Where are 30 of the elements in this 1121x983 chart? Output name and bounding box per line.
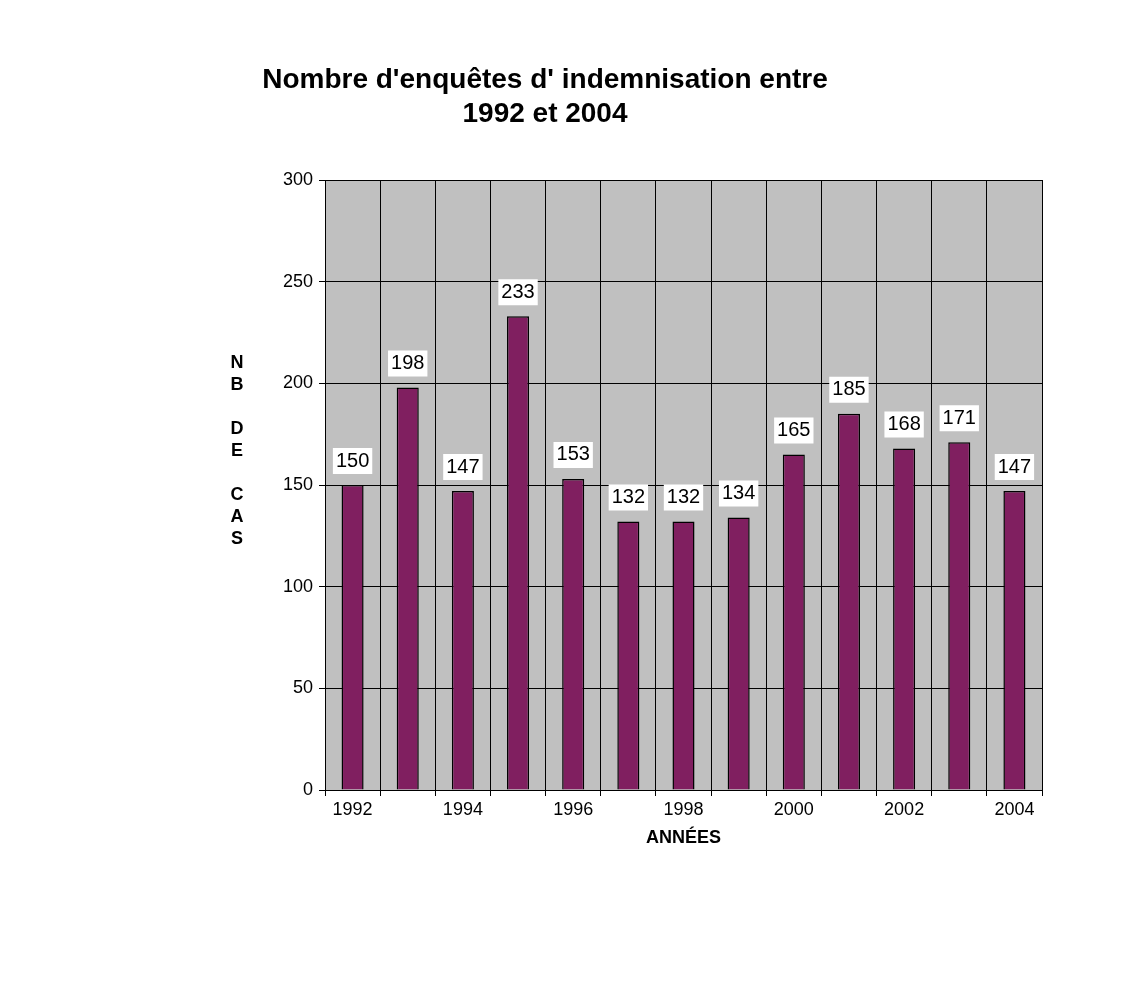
x-tick-label: 2004 [994,798,1035,819]
y-tick-label: 50 [292,677,313,698]
y-tick-label: 0 [302,778,313,799]
y-tick-label: 250 [282,270,313,291]
data-label: 134 [721,481,756,504]
x-tick-label: 1994 [442,798,483,819]
data-label: 153 [556,442,590,465]
x-tick-label: 2002 [884,798,925,819]
data-label: 147 [997,454,1032,477]
data-label: 150 [335,448,370,471]
data-label: 185 [832,377,866,400]
data-label: 233 [501,279,535,302]
y-tick-label: 200 [282,372,313,393]
data-label: 132 [611,485,646,508]
y-tick-label: 300 [282,168,313,189]
x-tick-label: 1996 [553,798,594,819]
x-tick-label: 1998 [663,798,704,819]
x-tick-label: 2000 [773,798,814,819]
text: NB DE CAS [230,351,244,548]
data-label: 132 [666,485,701,508]
data-label: 198 [391,350,425,373]
y-tick-label: 100 [282,575,313,596]
data-label: 147 [446,454,480,477]
x-tick-label: 1992 [332,798,373,819]
data-label: 168 [887,411,921,434]
data-label: 171 [942,405,976,428]
chart-title: Nombre d'enquêtes d' indemnisation entre 1992 et 2004 [262,62,828,128]
y-tick-label: 150 [282,473,313,494]
data-label: 165 [777,418,811,441]
x-axis-title: ANNÉES [645,825,722,847]
